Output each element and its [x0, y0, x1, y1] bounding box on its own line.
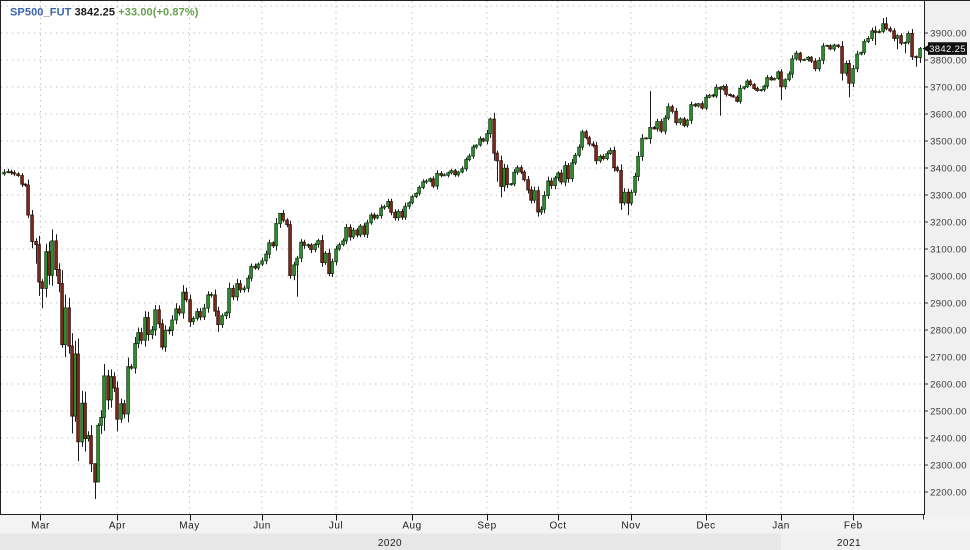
svg-text:Jul: Jul — [329, 521, 343, 532]
svg-text:3900.00: 3900.00 — [930, 28, 967, 39]
svg-text:2900.00: 2900.00 — [930, 298, 967, 309]
svg-text:Aug: Aug — [402, 521, 421, 532]
svg-text:Mar: Mar — [31, 521, 50, 532]
svg-text:2300.00: 2300.00 — [930, 460, 967, 471]
svg-text:2200.00: 2200.00 — [930, 487, 967, 498]
svg-text:3842.25: 3842.25 — [929, 44, 966, 55]
svg-text:3100.00: 3100.00 — [930, 244, 967, 255]
svg-text:3700.00: 3700.00 — [930, 82, 967, 93]
svg-text:3600.00: 3600.00 — [930, 109, 967, 120]
svg-text:3500.00: 3500.00 — [930, 136, 967, 147]
svg-text:2020: 2020 — [378, 538, 402, 549]
svg-text:3800.00: 3800.00 — [930, 55, 967, 66]
svg-text:2021: 2021 — [837, 538, 861, 549]
svg-text:2500.00: 2500.00 — [930, 406, 967, 417]
svg-text:2400.00: 2400.00 — [930, 433, 967, 444]
svg-text:Jun: Jun — [253, 521, 271, 532]
svg-text:Dec: Dec — [696, 521, 715, 532]
svg-text:May: May — [179, 521, 199, 532]
svg-text:SP500_FUT 3842.25 +33.00(+0.87: SP500_FUT 3842.25 +33.00(+0.87%) — [10, 6, 199, 18]
svg-text:3400.00: 3400.00 — [930, 163, 967, 174]
svg-text:2600.00: 2600.00 — [930, 379, 967, 390]
svg-text:2800.00: 2800.00 — [930, 325, 967, 336]
svg-text:3000.00: 3000.00 — [930, 271, 967, 282]
svg-text:3200.00: 3200.00 — [930, 217, 967, 228]
svg-text:3300.00: 3300.00 — [930, 190, 967, 201]
svg-text:Nov: Nov — [621, 521, 640, 532]
svg-text:Oct: Oct — [549, 521, 566, 532]
svg-text:2700.00: 2700.00 — [930, 352, 967, 363]
svg-text:Sep: Sep — [477, 521, 496, 532]
svg-text:Feb: Feb — [844, 521, 863, 532]
svg-text:Jan: Jan — [772, 521, 790, 532]
svg-text:Apr: Apr — [109, 521, 126, 532]
